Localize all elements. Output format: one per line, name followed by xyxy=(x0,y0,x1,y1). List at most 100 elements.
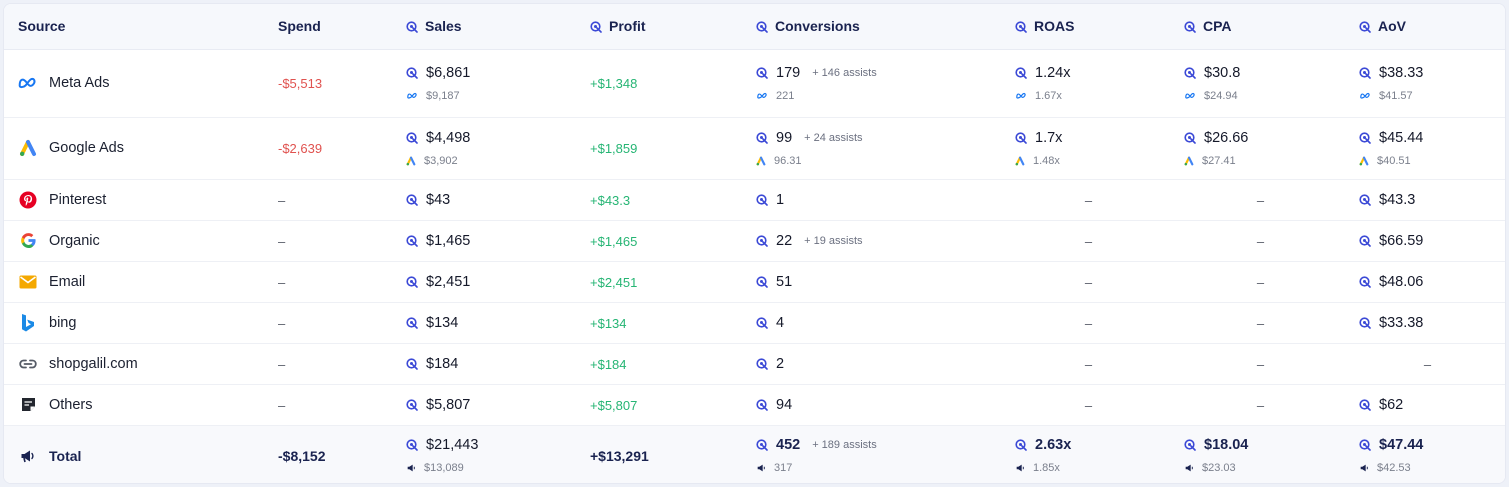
target-icon xyxy=(756,235,768,247)
target-icon xyxy=(756,67,768,79)
aov-value: $48.06 xyxy=(1379,273,1424,290)
source-label: Meta Ads xyxy=(49,75,110,91)
total-aov-platform-value: $42.53 xyxy=(1377,462,1411,475)
note-icon xyxy=(18,395,38,415)
conversions-value: 179 xyxy=(776,64,801,81)
aov-value: $43.3 xyxy=(1379,191,1416,208)
aov-value: $66.59 xyxy=(1379,232,1424,249)
assists-label: + 146 assists xyxy=(812,66,877,79)
total-roas-platform-value: 1.85x xyxy=(1033,462,1060,475)
target-icon xyxy=(406,276,418,288)
col-header-profit[interactable]: Profit xyxy=(579,4,745,50)
col-header-source-label: Source xyxy=(18,18,66,35)
target-icon xyxy=(406,194,418,206)
table-row-email[interactable]: Email – $2,451 +$2,451 51 – – $48.06 xyxy=(4,261,1505,302)
cpa-value: – xyxy=(1256,315,1265,331)
sales-value: $43 xyxy=(426,191,451,208)
aov-platform-value: $41.57 xyxy=(1379,89,1413,102)
meta-icon xyxy=(18,73,38,93)
col-header-spend[interactable]: Spend xyxy=(267,4,395,50)
cpa-value: – xyxy=(1256,192,1265,208)
table-row-shopgalil[interactable]: shopgalil.com – $184 +$184 2 – – – xyxy=(4,343,1505,384)
profit-value: +$5,807 xyxy=(590,397,638,413)
target-icon xyxy=(406,317,418,329)
target-icon xyxy=(1184,132,1196,144)
email-icon xyxy=(18,272,38,292)
total-cpa-value: $18.04 xyxy=(1204,437,1249,454)
target-icon xyxy=(756,317,768,329)
conversions-value: 1 xyxy=(776,191,785,208)
target-icon xyxy=(1359,21,1371,33)
meta-icon xyxy=(406,91,418,100)
roas-value: – xyxy=(1084,397,1093,413)
target-icon xyxy=(756,439,768,451)
target-icon xyxy=(1359,317,1371,329)
target-icon xyxy=(756,194,768,206)
roas-platform-value: 1.67x xyxy=(1035,89,1062,102)
target-icon xyxy=(1015,21,1027,33)
cpa-platform-value: $27.41 xyxy=(1202,154,1236,167)
aov-platform-value: $40.51 xyxy=(1377,154,1411,167)
source-label: bing xyxy=(49,314,77,331)
assists-label: + 189 assists xyxy=(812,439,877,452)
col-header-cpa[interactable]: CPA xyxy=(1173,4,1348,50)
megaphone-icon xyxy=(1184,463,1194,473)
col-header-sales[interactable]: Sales xyxy=(395,4,579,50)
sales-platform-value: $3,902 xyxy=(424,154,458,167)
target-icon xyxy=(1359,235,1371,247)
source-label: Email xyxy=(49,273,86,290)
google-ads-icon xyxy=(18,138,38,158)
conversions-value: 51 xyxy=(776,273,793,290)
target-icon xyxy=(1015,132,1027,144)
target-icon xyxy=(1359,194,1371,206)
total-aov-value: $47.44 xyxy=(1379,437,1424,454)
total-sales-value: $21,443 xyxy=(426,437,479,454)
profit-value: +$134 xyxy=(590,315,627,331)
spend-value: – xyxy=(278,233,286,249)
total-label: Total xyxy=(49,447,82,464)
conversions-value: 22 xyxy=(776,232,793,249)
link-icon xyxy=(18,354,38,374)
roas-value: – xyxy=(1084,233,1093,249)
target-icon xyxy=(590,21,602,33)
source-label: Pinterest xyxy=(49,191,107,208)
megaphone-icon xyxy=(756,463,766,473)
table-header-row: Source Spend Sales Profit Conversions RO… xyxy=(4,4,1505,50)
megaphone-icon xyxy=(406,463,416,473)
source-label: Google Ads xyxy=(49,140,124,156)
sales-platform-value: $9,187 xyxy=(426,89,460,102)
attribution-table-card: Source Spend Sales Profit Conversions RO… xyxy=(3,3,1506,484)
table-row-google-ads[interactable]: Google Ads -$2,639 $4,498 $3,902 +$1,859… xyxy=(4,117,1505,179)
table-row-others[interactable]: Others – $5,807 +$5,807 94 – – $62 xyxy=(4,384,1505,425)
col-header-aov[interactable]: AoV xyxy=(1348,4,1505,50)
table-row-organic[interactable]: Organic – $1,465 +$1,465 22 + 19 assists … xyxy=(4,220,1505,261)
col-header-roas[interactable]: ROAS xyxy=(1004,4,1173,50)
source-label: Organic xyxy=(49,232,100,249)
conversions-value: 99 xyxy=(776,129,793,146)
spend-value: – xyxy=(278,274,286,290)
target-icon xyxy=(1359,132,1371,144)
sales-value: $6,861 xyxy=(426,64,471,81)
cpa-value: – xyxy=(1256,233,1265,249)
assists-label: + 24 assists xyxy=(804,131,863,144)
col-header-spend-label: Spend xyxy=(278,18,321,35)
table-row-pinterest[interactable]: Pinterest – $43 +$43.3 1 – – $43.3 xyxy=(4,179,1505,220)
sales-value: $4,498 xyxy=(426,129,471,146)
aov-value: $33.38 xyxy=(1379,314,1424,331)
target-icon xyxy=(1184,67,1196,79)
target-icon xyxy=(1015,67,1027,79)
table-row-bing[interactable]: bing – $134 +$134 4 – – $33.38 xyxy=(4,302,1505,343)
meta-icon xyxy=(1184,91,1196,100)
target-icon xyxy=(756,399,768,411)
table-row-meta-ads[interactable]: Meta Ads -$5,513 $6,861 $9,187 +$1,348 1… xyxy=(4,49,1505,117)
total-sales-platform-value: $13,089 xyxy=(424,462,464,475)
profit-value: +$1,859 xyxy=(590,141,638,156)
col-header-conversions[interactable]: Conversions xyxy=(745,4,1004,50)
target-icon xyxy=(406,399,418,411)
col-header-source[interactable]: Source xyxy=(4,4,267,50)
sales-value: $184 xyxy=(426,355,459,372)
roas-value: – xyxy=(1084,356,1093,372)
total-conversions-platform-value: 317 xyxy=(774,462,793,475)
roas-value: 1.7x xyxy=(1035,129,1063,146)
col-header-cpa-label: CPA xyxy=(1203,18,1232,35)
